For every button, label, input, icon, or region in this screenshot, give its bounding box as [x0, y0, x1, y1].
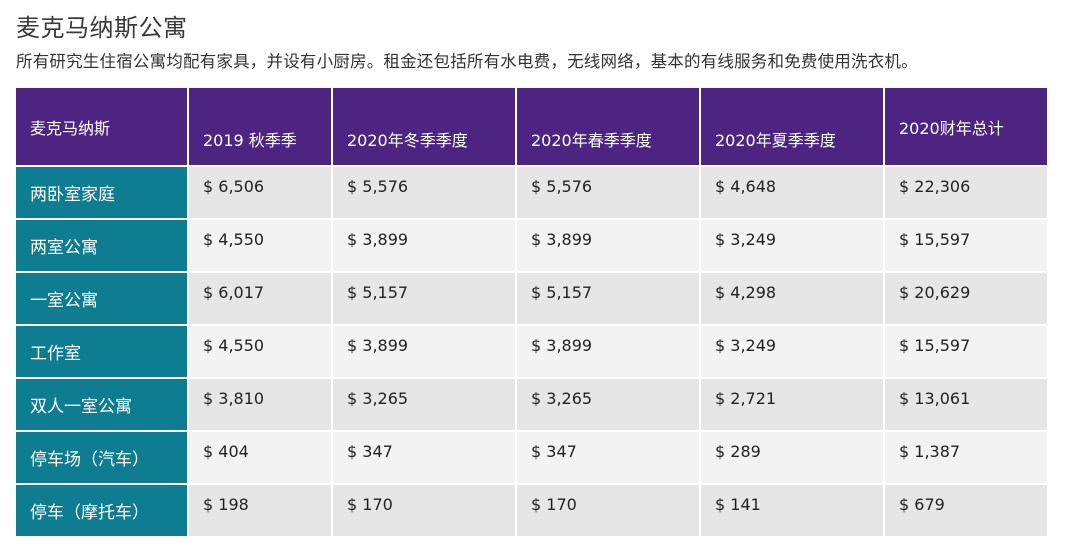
column-header-spring-2020: 2020年春季季度	[517, 88, 701, 167]
table-cell: $ 3,265	[517, 379, 701, 432]
table-cell: $ 3,899	[517, 220, 701, 273]
table-cell: $ 4,550	[189, 220, 333, 273]
table-cell: $ 3,265	[333, 379, 517, 432]
table-cell: $ 3,899	[333, 220, 517, 273]
table-row: 停车（摩托车） $ 198 $ 170 $ 170 $ 141 $ 679	[16, 485, 1049, 538]
table-cell: $ 404	[189, 432, 333, 485]
table-cell: $ 5,576	[333, 167, 517, 220]
table-cell: $ 4,550	[189, 326, 333, 379]
row-label: 工作室	[16, 326, 189, 379]
row-label: 双人一室公寓	[16, 379, 189, 432]
page-subtitle: 所有研究生住宿公寓均配有家具，并设有小厨房。租金还包括所有水电费，无线网络，基本…	[16, 52, 918, 71]
table-cell: $ 22,306	[885, 167, 1049, 220]
table-cell: $ 4,298	[701, 273, 885, 326]
table-row: 双人一室公寓 $ 3,810 $ 3,265 $ 3,265 $ 2,721 $…	[16, 379, 1049, 432]
table-cell: $ 3,810	[189, 379, 333, 432]
column-header-property: 麦克马纳斯	[16, 88, 189, 167]
table-cell: $ 13,061	[885, 379, 1049, 432]
table-cell: $ 289	[701, 432, 885, 485]
column-header-winter-2020: 2020年冬季季度	[333, 88, 517, 167]
table-cell: $ 198	[189, 485, 333, 538]
table-cell: $ 15,597	[885, 220, 1049, 273]
column-header-summer-2020: 2020年夏季季度	[701, 88, 885, 167]
table-cell: $ 170	[333, 485, 517, 538]
table-row: 两卧室家庭 $ 6,506 $ 5,576 $ 5,576 $ 4,648 $ …	[16, 167, 1049, 220]
table-cell: $ 3,899	[333, 326, 517, 379]
table-cell: $ 6,506	[189, 167, 333, 220]
table-cell: $ 347	[333, 432, 517, 485]
table-row: 两室公寓 $ 4,550 $ 3,899 $ 3,899 $ 3,249 $ 1…	[16, 220, 1049, 273]
rent-table: 麦克马纳斯 2019 秋季季 2020年冬季季度 2020年春季季度 2020年…	[16, 88, 1049, 538]
table-row: 一室公寓 $ 6,017 $ 5,157 $ 5,157 $ 4,298 $ 2…	[16, 273, 1049, 326]
table-cell: $ 15,597	[885, 326, 1049, 379]
table-cell: $ 4,648	[701, 167, 885, 220]
table-cell: $ 5,576	[517, 167, 701, 220]
table-cell: $ 6,017	[189, 273, 333, 326]
table-cell: $ 3,899	[517, 326, 701, 379]
table-cell: $ 141	[701, 485, 885, 538]
table-cell: $ 679	[885, 485, 1049, 538]
column-header-fall-2019: 2019 秋季季	[189, 88, 333, 167]
table-row: 停车场（汽车） $ 404 $ 347 $ 347 $ 289 $ 1,387	[16, 432, 1049, 485]
row-label: 一室公寓	[16, 273, 189, 326]
table-cell: $ 1,387	[885, 432, 1049, 485]
table-cell: $ 20,629	[885, 273, 1049, 326]
page-title: 麦克马纳斯公寓	[16, 14, 188, 42]
row-label: 停车场（汽车）	[16, 432, 189, 485]
row-label: 停车（摩托车）	[16, 485, 189, 538]
table-cell: $ 3,249	[701, 220, 885, 273]
table-cell: $ 3,249	[701, 326, 885, 379]
table-row: 工作室 $ 4,550 $ 3,899 $ 3,899 $ 3,249 $ 15…	[16, 326, 1049, 379]
table-cell: $ 5,157	[333, 273, 517, 326]
table-cell: $ 170	[517, 485, 701, 538]
table-cell: $ 2,721	[701, 379, 885, 432]
table-header-row: 麦克马纳斯 2019 秋季季 2020年冬季季度 2020年春季季度 2020年…	[16, 88, 1049, 167]
column-header-fy2020-total: 2020财年总计	[885, 88, 1049, 167]
row-label: 两室公寓	[16, 220, 189, 273]
table-cell: $ 347	[517, 432, 701, 485]
row-label: 两卧室家庭	[16, 167, 189, 220]
table-cell: $ 5,157	[517, 273, 701, 326]
